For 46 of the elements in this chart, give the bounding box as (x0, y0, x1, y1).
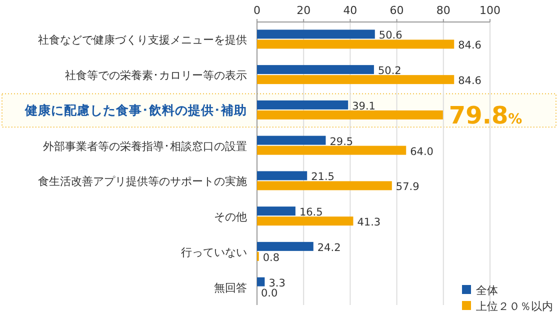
y-tick-label: 社食等での栄養素･カロリー等の表示 (65, 69, 247, 82)
bar (257, 100, 348, 110)
data-label: 50.2 (378, 65, 402, 78)
data-label: 39.1 (352, 100, 376, 112)
y-tick-label: 社食などで健康づくり支援メニューを提供 (38, 34, 247, 47)
y-tick-label: 食生活改善アプリ提供等のサポートの実施 (38, 175, 247, 188)
data-label: 29.5 (330, 136, 354, 148)
x-tick-label: 80 (436, 4, 450, 17)
data-label: 50.6 (378, 30, 403, 42)
data-label: 21.5 (311, 171, 334, 184)
bar (257, 136, 326, 145)
bar (257, 216, 354, 226)
x-tick-label: 40 (343, 4, 358, 17)
bar (257, 206, 296, 216)
x-tick-label: 100 (480, 4, 500, 17)
legend-label: 全体 (476, 284, 498, 297)
data-label: 3.3 (268, 277, 286, 290)
data-label: 64.0 (410, 146, 434, 158)
data-label: 84.6 (458, 75, 482, 88)
y-tick-label: 行っていない (181, 246, 247, 259)
bar (257, 65, 374, 74)
y-tick-label: 外部事業者等の栄養指導･相談窓口の設置 (43, 140, 247, 153)
bar (257, 110, 443, 120)
bar (257, 171, 308, 180)
bar (257, 242, 314, 251)
x-tick-label: 20 (296, 4, 311, 17)
data-label: 79.8% (448, 101, 522, 130)
x-tick-label: 60 (390, 4, 404, 17)
legend-label: 上位２０％以内 (476, 300, 553, 313)
data-label: 57.9 (396, 181, 420, 194)
bar (257, 181, 392, 190)
bar (257, 75, 454, 84)
data-label: 84.6 (458, 40, 482, 52)
y-tick-label: 健康に配慮した食事･飲料の提供･補助 (24, 102, 247, 118)
data-label: 24.2 (317, 242, 341, 254)
y-tick-label: 無回答 (214, 281, 247, 294)
bar (257, 277, 265, 286)
data-label: 0.8 (262, 252, 280, 264)
data-label: 0.0 (261, 287, 278, 300)
data-label: 41.3 (357, 216, 381, 229)
data-label: 16.5 (299, 206, 323, 219)
bar (257, 30, 375, 39)
bar (257, 40, 454, 49)
y-tick-label: その他 (214, 210, 247, 224)
bar (257, 146, 406, 155)
x-tick-label: 0 (254, 4, 260, 17)
